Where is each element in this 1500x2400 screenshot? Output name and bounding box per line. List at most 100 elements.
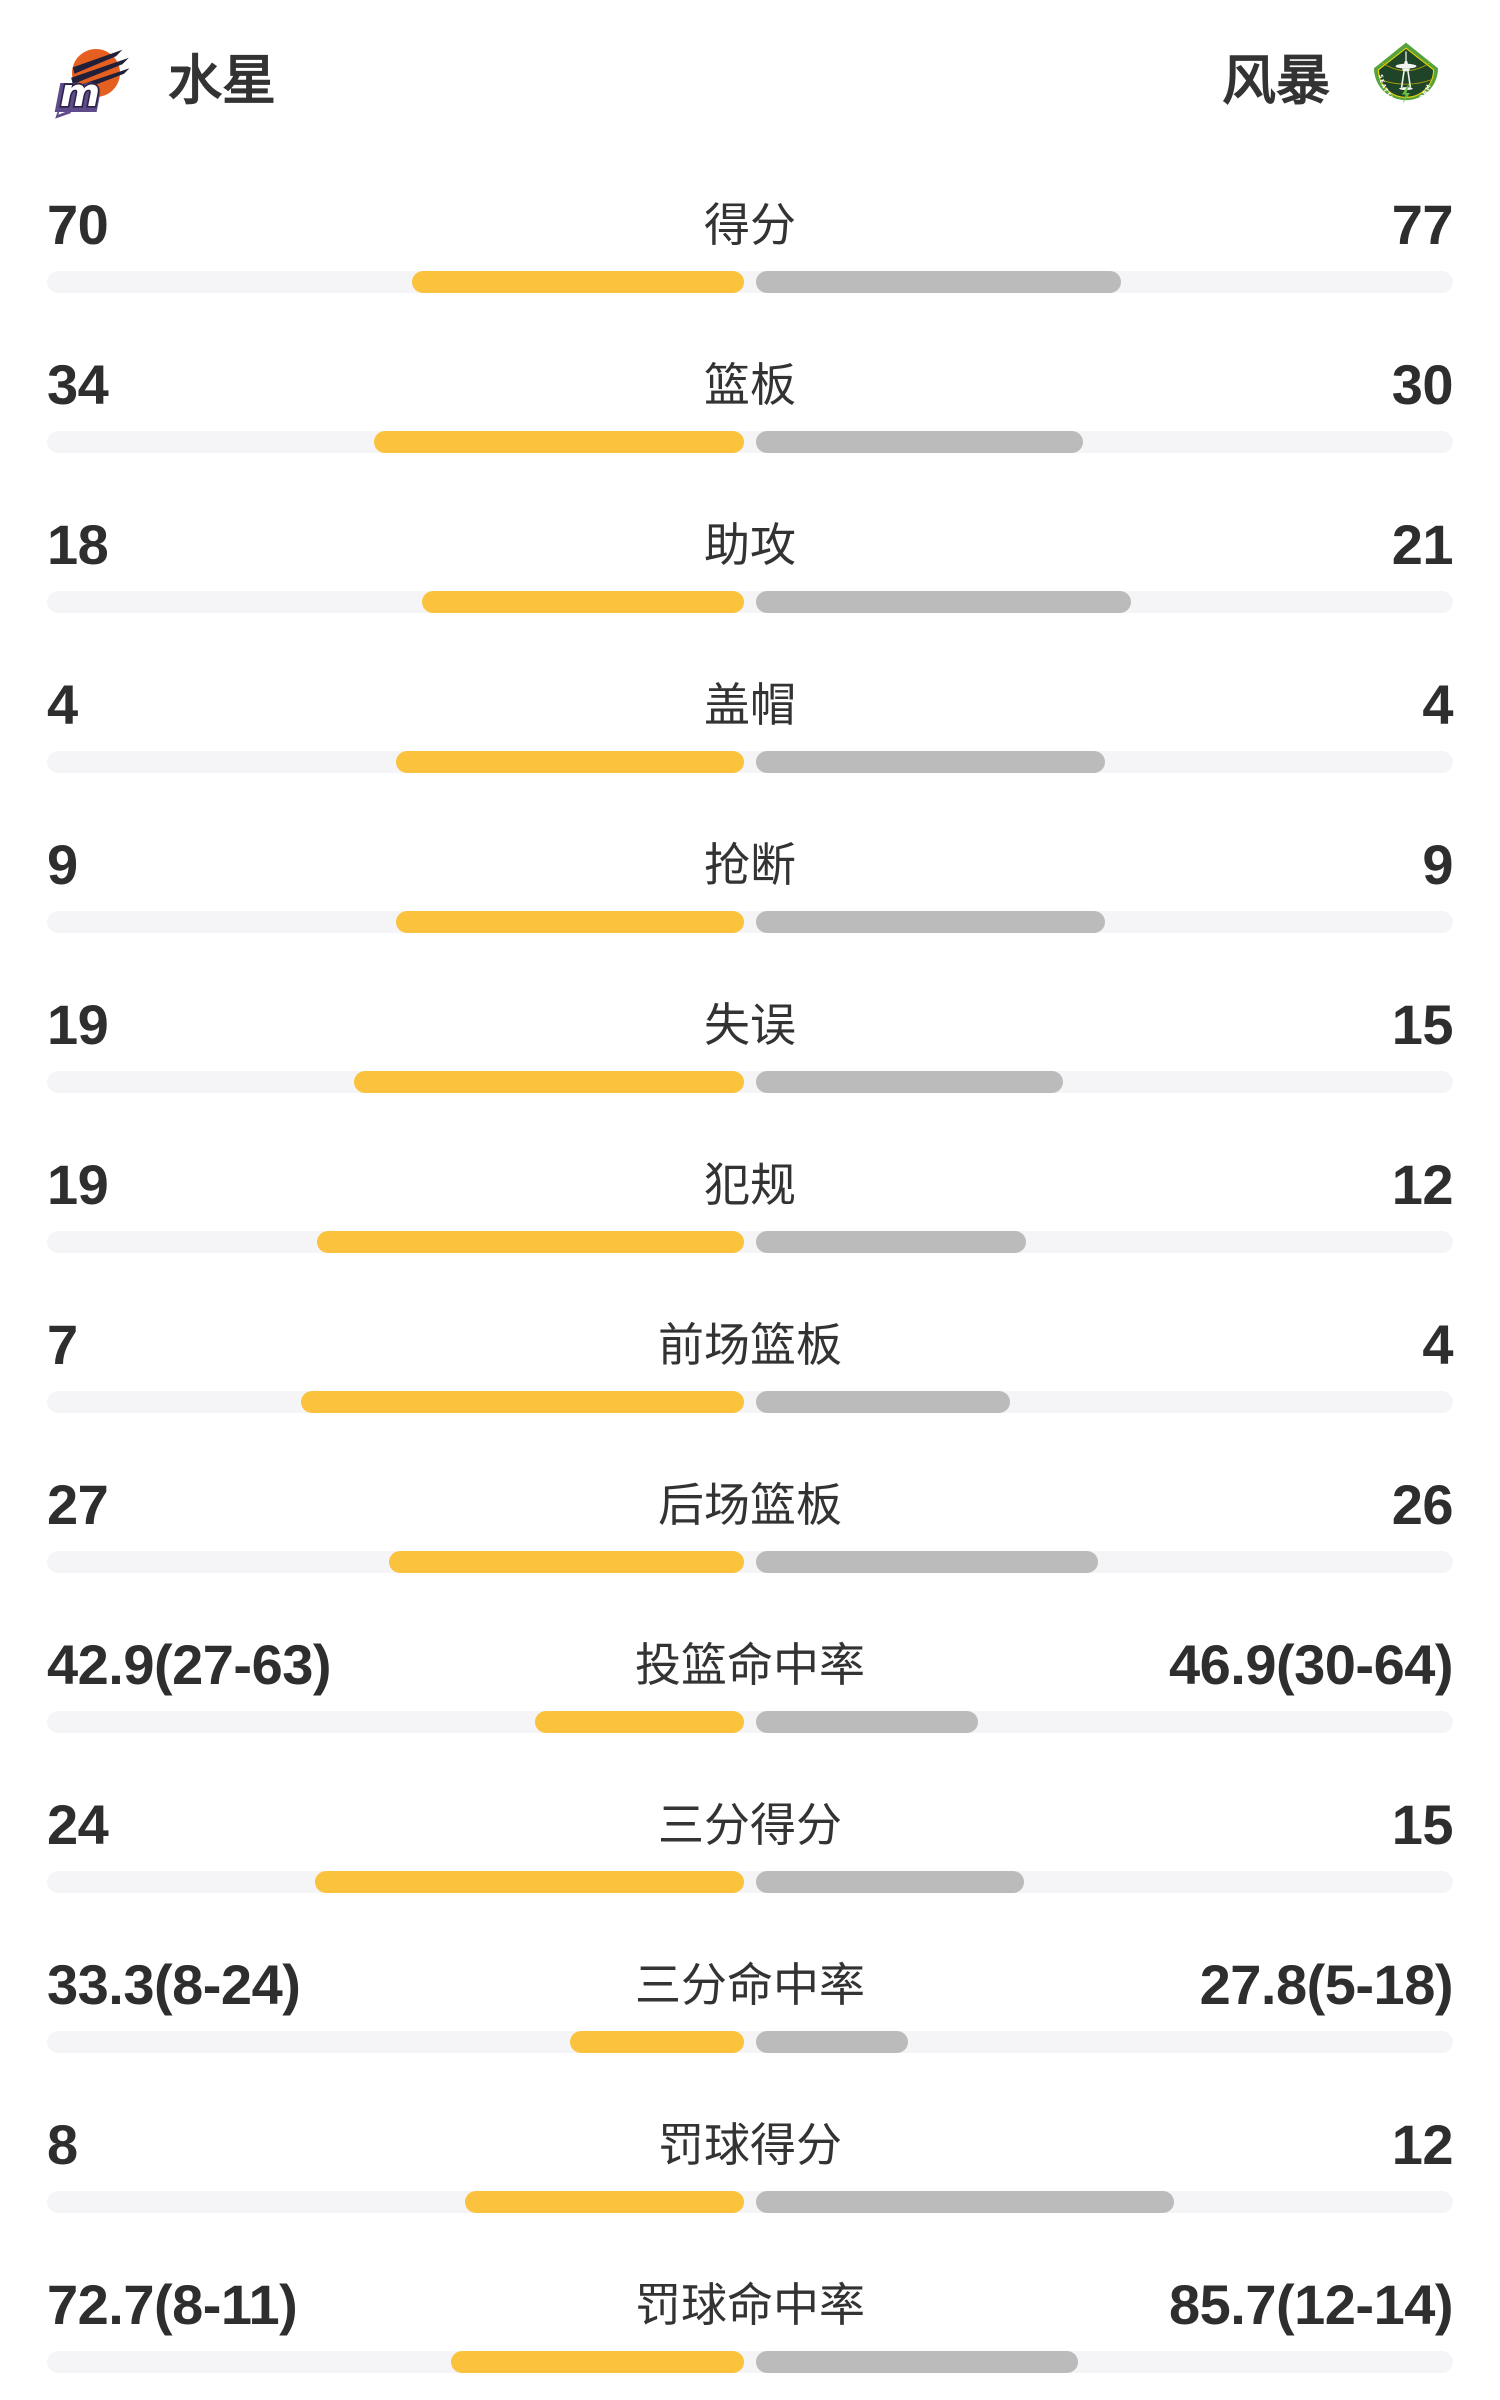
stat-label: 得分 <box>704 199 796 251</box>
teams-header: m m 水星 风暴 <box>0 0 1500 150</box>
svg-text:m: m <box>60 71 100 116</box>
stat-bar-track <box>47 1871 1453 1893</box>
right-team-value: 12 <box>1391 1153 1454 1216</box>
stat-label: 三分得分 <box>658 1799 842 1851</box>
stat-bar-track <box>47 1071 1453 1093</box>
right-team-value: 4 <box>1422 673 1453 736</box>
stat-row: 34 篮板 30 <box>0 310 1500 470</box>
stat-row-text: 42.9(27-63) 投篮命中率 46.9(30-64) <box>47 1632 1454 1698</box>
stat-row-text: 19 失误 15 <box>47 992 1454 1058</box>
left-team-value: 4 <box>47 673 78 736</box>
right-team-bar <box>756 2191 1175 2213</box>
right-team-bar <box>756 751 1105 773</box>
stat-bar-track <box>47 2031 1453 2053</box>
right-team-bar <box>756 1871 1025 1893</box>
right-team-value: 4 <box>1422 1313 1453 1376</box>
right-team-bar <box>756 1711 979 1733</box>
right-team-bar <box>756 1071 1064 1093</box>
stat-row-text: 19 犯规 12 <box>47 1152 1454 1218</box>
stat-row: 33.3(8-24) 三分命中率 27.8(5-18) <box>0 1910 1500 2070</box>
stat-row: 72.7(8-11) 罚球命中率 85.7(12-14) <box>0 2230 1500 2390</box>
stat-row: 19 失误 15 <box>0 950 1500 1110</box>
stat-label: 罚球得分 <box>658 2119 842 2171</box>
stat-bar-track <box>47 1711 1453 1733</box>
stat-label: 后场篮板 <box>658 1479 842 1531</box>
stat-row: 4 盖帽 4 <box>0 630 1500 790</box>
right-team-bar <box>756 1231 1026 1253</box>
left-team-bar <box>569 2031 744 2053</box>
stat-bar-track <box>47 1551 1453 1573</box>
left-team-bar <box>534 1711 744 1733</box>
left-team-bar <box>412 271 744 293</box>
stat-bar-track <box>47 431 1453 453</box>
right-team-value: 77 <box>1391 193 1454 256</box>
stat-row-text: 27 后场篮板 26 <box>47 1472 1454 1538</box>
team-right: 风暴 <box>1222 41 1446 121</box>
right-team-bar <box>756 2031 908 2053</box>
left-team-value: 19 <box>47 993 109 1056</box>
phoenix-mercury-logo-icon: m m <box>52 41 132 121</box>
stat-label: 罚球命中率 <box>635 2279 865 2331</box>
left-team-bar <box>465 2191 744 2213</box>
right-team-bar <box>756 1551 1099 1573</box>
left-team-value: 72.7(8-11) <box>47 2273 298 2336</box>
stat-label: 投篮命中率 <box>635 1639 865 1691</box>
stat-bar-track <box>47 2351 1453 2373</box>
team-left: m m 水星 <box>52 41 276 121</box>
right-team-value: 26 <box>1391 1473 1454 1536</box>
stat-label: 篮板 <box>704 359 796 411</box>
left-team-bar <box>395 911 744 933</box>
stat-row: 19 犯规 12 <box>0 1110 1500 1270</box>
stat-bar-track <box>47 2191 1453 2213</box>
stat-row: 24 三分得分 15 <box>0 1750 1500 1910</box>
right-team-bar <box>756 1391 1010 1413</box>
right-team-value: 27.8(5-18) <box>1199 1953 1454 2016</box>
right-team-value: 15 <box>1391 1793 1454 1856</box>
left-team-bar <box>422 591 744 613</box>
right-team-value: 15 <box>1391 993 1454 1056</box>
right-team-value: 85.7(12-14) <box>1168 2273 1454 2336</box>
stat-label: 失误 <box>704 999 796 1051</box>
left-team-bar <box>316 1231 744 1253</box>
stat-row: 70 得分 77 <box>0 150 1500 310</box>
stat-bar-track <box>47 751 1453 773</box>
stat-row-text: 33.3(8-24) 三分命中率 27.8(5-18) <box>47 1952 1454 2018</box>
stat-label: 三分命中率 <box>635 1959 865 2011</box>
right-team-value: 46.9(30-64) <box>1168 1633 1454 1696</box>
left-team-value: 18 <box>47 513 109 576</box>
stat-row-text: 4 盖帽 4 <box>47 672 1453 738</box>
stat-bar-track <box>47 271 1453 293</box>
stat-row: 7 前场篮板 4 <box>0 1270 1500 1430</box>
team-right-name: 风暴 <box>1222 51 1330 111</box>
left-team-value: 33.3(8-24) <box>47 1953 301 2016</box>
left-team-value: 9 <box>47 833 78 896</box>
left-team-value: 70 <box>47 193 109 256</box>
stat-row-text: 9 抢断 9 <box>47 832 1453 898</box>
stat-row: 42.9(27-63) 投篮命中率 46.9(30-64) <box>0 1590 1500 1750</box>
stat-label: 盖帽 <box>704 679 796 731</box>
stat-bar-track <box>47 911 1453 933</box>
stat-label: 助攻 <box>704 519 796 571</box>
right-team-bar <box>756 591 1131 613</box>
left-team-bar <box>395 751 744 773</box>
stat-row-text: 70 得分 77 <box>47 192 1454 258</box>
stat-row-text: 8 罚球得分 12 <box>47 2112 1454 2178</box>
right-team-value: 30 <box>1391 353 1454 416</box>
left-team-value: 8 <box>47 2113 78 2176</box>
seattle-storm-logo-icon: SEATTLE STORM <box>1366 41 1446 121</box>
stats-rows: 70 得分 77 34 篮板 30 18 助攻 21 <box>0 150 1500 2390</box>
stat-bar-track <box>47 1391 1453 1413</box>
stat-row-text: 7 前场篮板 4 <box>47 1312 1453 1378</box>
right-team-value: 9 <box>1422 833 1453 896</box>
stat-row-text: 18 助攻 21 <box>47 512 1454 578</box>
stat-bar-track <box>47 1231 1453 1253</box>
stat-row: 18 助攻 21 <box>0 470 1500 630</box>
stat-row-text: 72.7(8-11) 罚球命中率 85.7(12-14) <box>47 2272 1454 2338</box>
team-left-name: 水星 <box>168 51 276 111</box>
left-team-bar <box>300 1391 744 1413</box>
right-team-bar <box>756 431 1083 453</box>
stat-label: 抢断 <box>704 839 796 891</box>
left-team-value: 27 <box>47 1473 109 1536</box>
svg-text:m: m <box>58 73 98 118</box>
